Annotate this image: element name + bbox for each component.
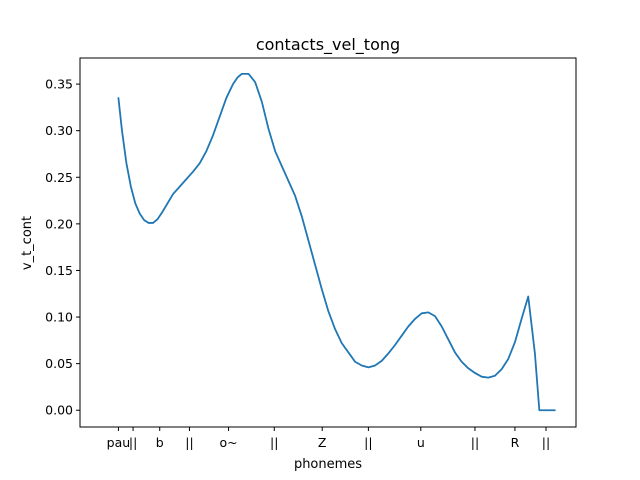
x-tick-label: || [471, 435, 479, 450]
plot-frame [79, 57, 577, 428]
x-tick-label: u [417, 435, 425, 450]
y-tick-label: 0.20 [45, 216, 73, 231]
y-tick-label: 0.35 [45, 77, 73, 92]
x-axis-ticks: pau|| b || o~ || Z || u || R || [107, 427, 550, 450]
y-axis-ticks: 0.00 0.05 0.10 0.15 0.20 0.25 0.30 0.35 [45, 77, 80, 418]
y-tick-label: 0.30 [45, 123, 73, 138]
y-tick-label: 0.25 [45, 170, 73, 185]
x-tick-label: || [364, 435, 372, 450]
x-tick-label: || [542, 435, 550, 450]
series-line [117, 72, 556, 412]
x-tick-label: || [270, 435, 278, 450]
y-tick-label: 0.15 [45, 263, 73, 278]
x-tick-label: pau [107, 435, 131, 450]
y-tick-label: 0.05 [45, 356, 73, 371]
x-tick-label: || [185, 435, 193, 450]
x-axis-label: phonemes [294, 457, 362, 472]
y-tick-label: 0.00 [45, 403, 73, 418]
x-tick-label: || [129, 435, 137, 450]
chart-title: contacts_vel_tong [256, 35, 400, 55]
y-tick-label: 0.10 [45, 310, 73, 325]
y-axis-label: v_t_cont [20, 216, 35, 270]
x-tick-label: R [511, 435, 520, 450]
x-tick-label: Z [318, 435, 327, 450]
x-tick-label: o~ [219, 435, 237, 450]
x-tick-label: b [156, 435, 164, 450]
